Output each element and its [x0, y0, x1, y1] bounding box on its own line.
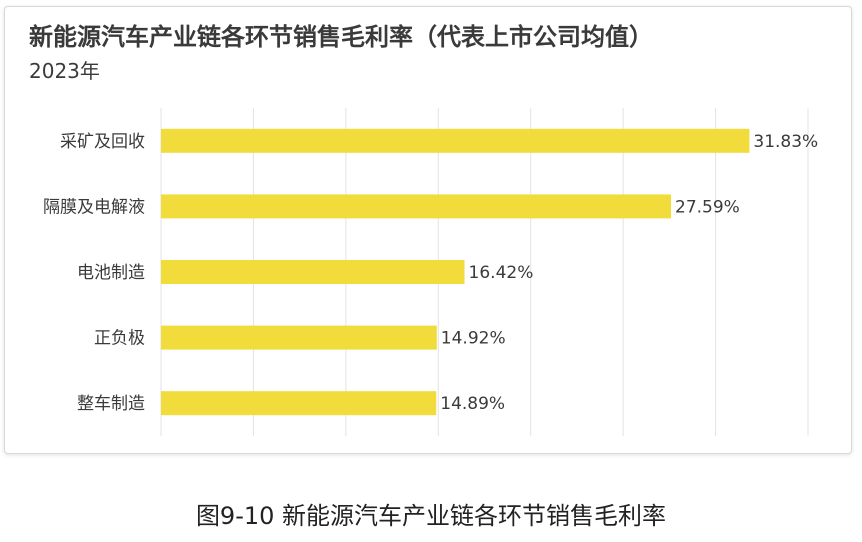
- bar-chart: 采矿及回收 31.83% 隔膜及电解液 27.59% 电池制造 16.42% 正负极 14.9…: [43, 108, 818, 436]
- category-label: 隔膜及电解液: [43, 197, 145, 217]
- category-label: 采矿及回收: [60, 132, 145, 152]
- category-label: 整车制造: [77, 394, 145, 414]
- bar-4: [161, 325, 437, 350]
- value-label: 27.59%: [675, 197, 740, 217]
- bar-1: [161, 128, 750, 153]
- value-label: 14.89%: [440, 394, 505, 414]
- category-label: 电池制造: [77, 263, 145, 283]
- bar-3: [161, 260, 465, 284]
- chart-subtitle: 2023年: [29, 59, 100, 83]
- value-label: 31.83%: [753, 132, 818, 152]
- value-label: 14.92%: [441, 329, 506, 349]
- figure-caption: 图9-10 新能源汽车产业链各环节销售毛利率: [195, 502, 667, 530]
- bar-2: [161, 194, 672, 219]
- chart-title: 新能源汽车产业链各环节销售毛利率（代表上市公司均值）: [29, 23, 653, 51]
- category-label: 正负极: [94, 329, 145, 349]
- value-label: 16.42%: [469, 263, 534, 283]
- bar-5: [161, 391, 437, 416]
- chart-card: 新能源汽车产业链各环节销售毛利率（代表上市公司均值） 2023年: [4, 6, 852, 454]
